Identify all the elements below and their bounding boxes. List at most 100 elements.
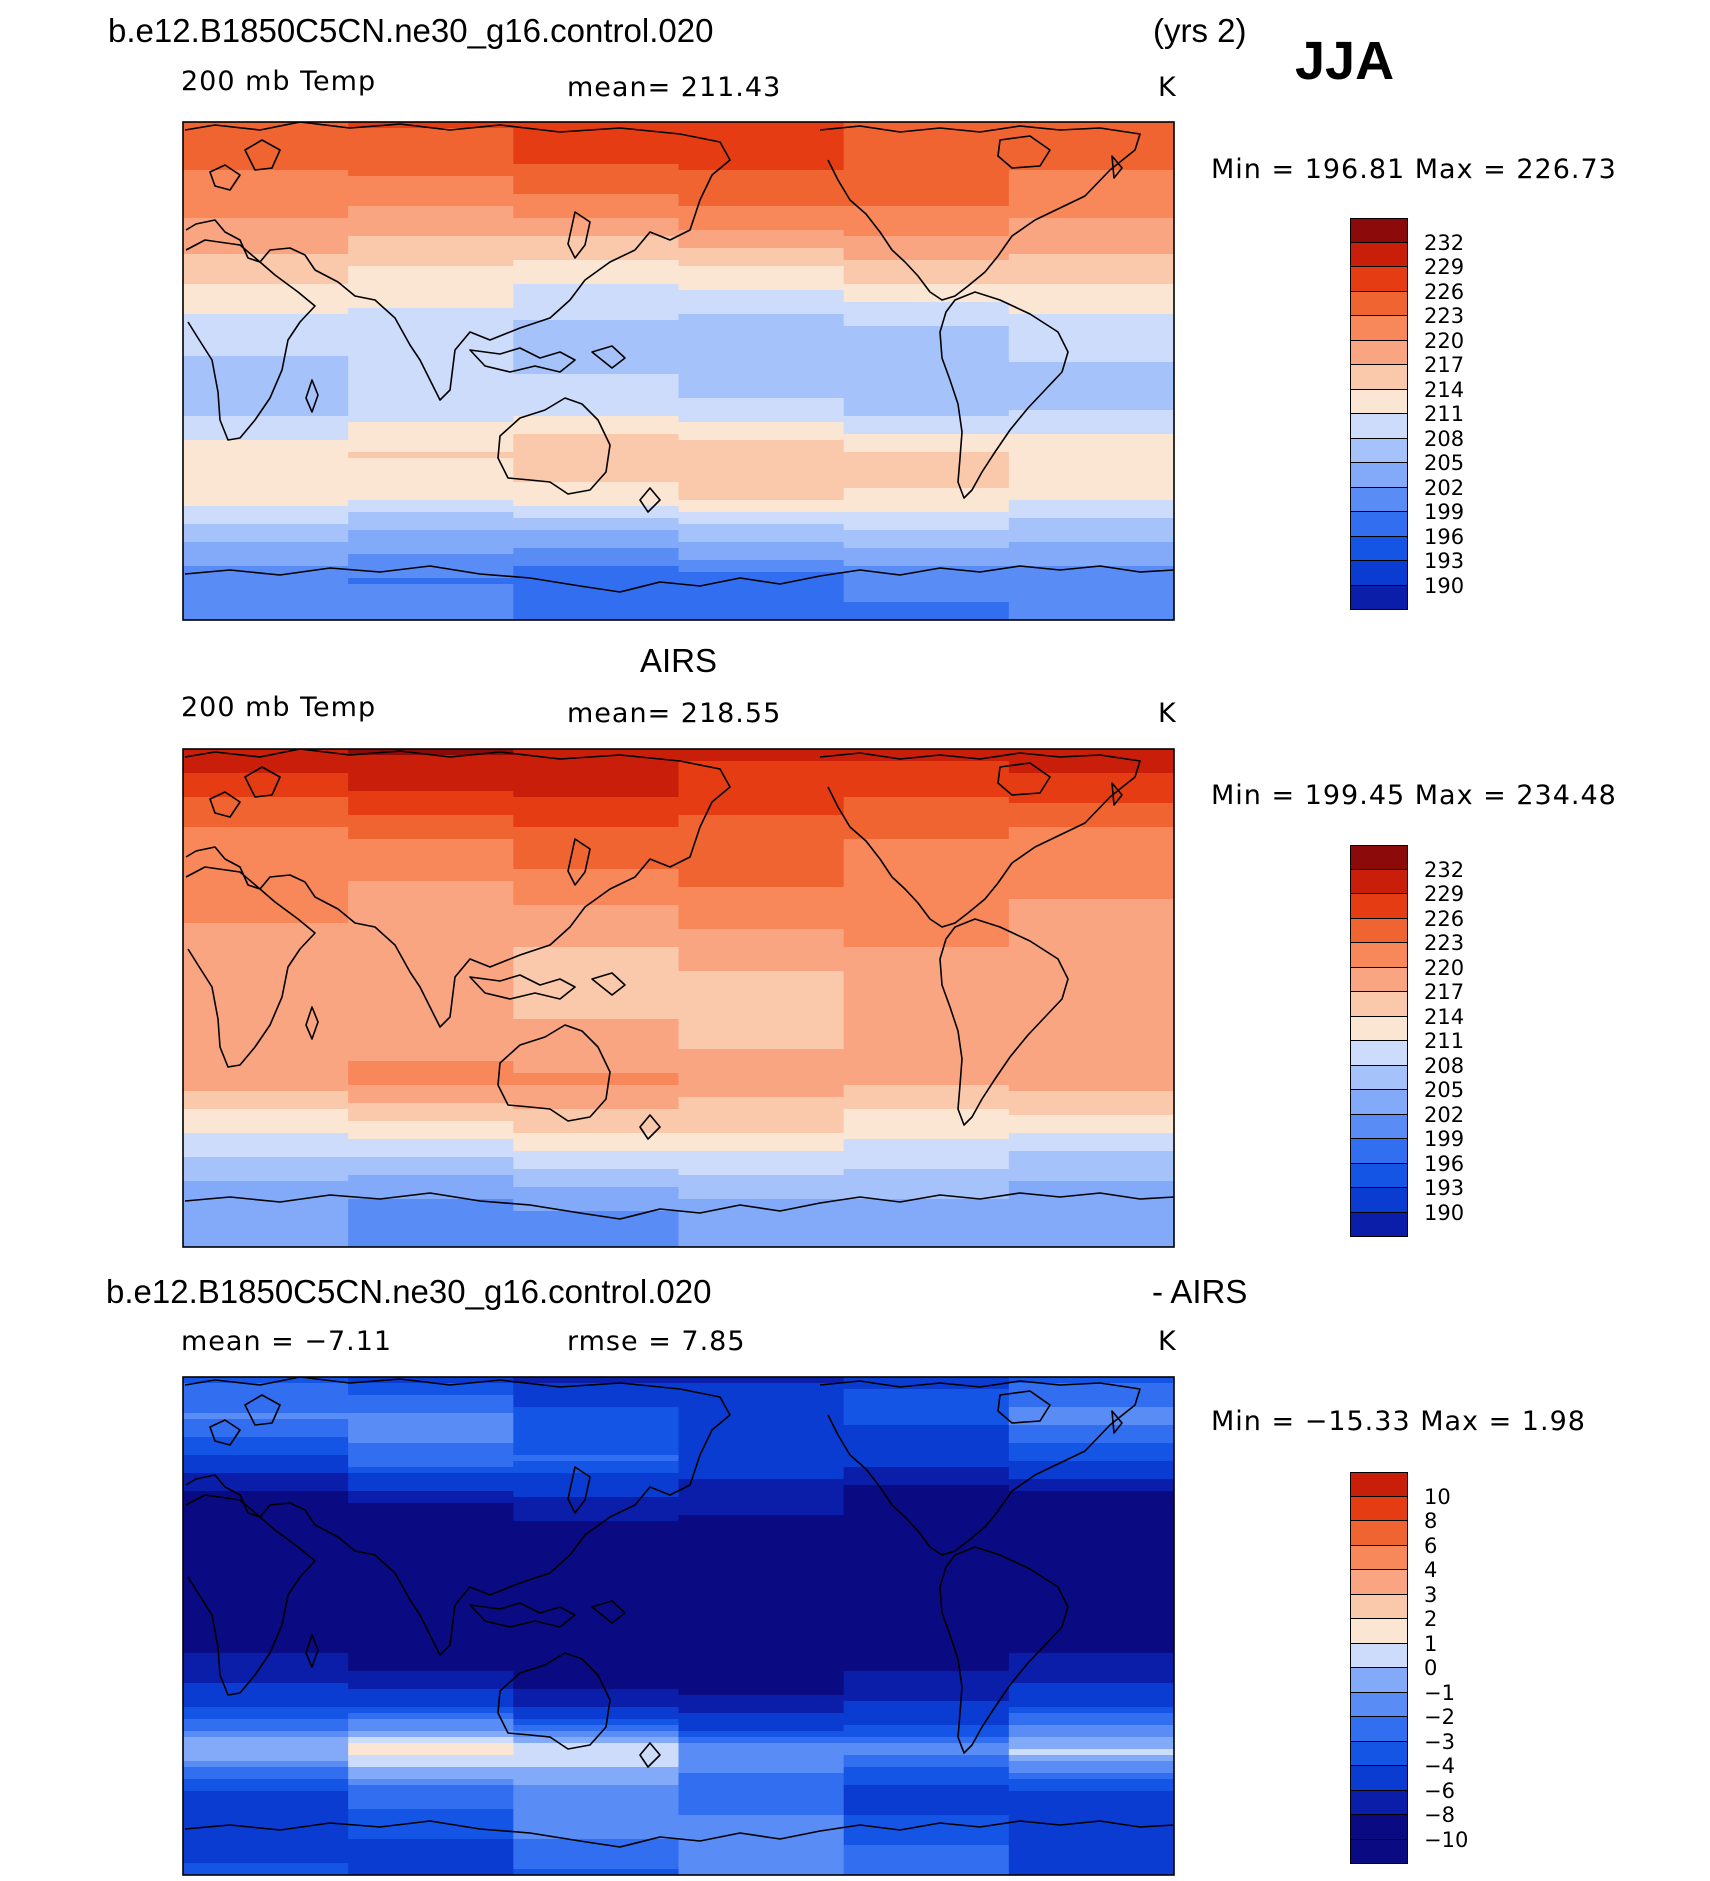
field-cell — [513, 362, 680, 369]
field-cell — [513, 296, 680, 303]
field-cell — [678, 1683, 845, 1690]
field-cell — [1008, 1091, 1174, 1098]
field-cell — [348, 302, 515, 309]
field-cell — [513, 1809, 680, 1816]
colorbar-swatch — [1350, 291, 1408, 316]
field-cell — [678, 1647, 845, 1654]
field-cell — [183, 590, 350, 597]
field-cell — [1008, 1389, 1174, 1396]
field-cell — [1008, 1163, 1174, 1170]
field-cell — [1008, 1695, 1174, 1702]
field-cell — [1008, 1509, 1174, 1516]
field-cell — [183, 1827, 350, 1834]
field-cell — [843, 1169, 1010, 1176]
field-cell — [183, 1235, 350, 1242]
field-cell — [348, 482, 515, 489]
colorbar-swatch — [1350, 267, 1408, 292]
field-cell — [1008, 1055, 1174, 1062]
field-cell — [513, 1383, 680, 1390]
field-cell — [348, 1629, 515, 1636]
field-cell — [843, 1151, 1010, 1158]
field-cell — [678, 1103, 845, 1110]
field-cell — [513, 1229, 680, 1236]
field-cell — [843, 833, 1010, 840]
field-cell — [513, 1443, 680, 1450]
field-cell — [513, 1419, 680, 1426]
field-cell — [183, 278, 350, 285]
field-cell — [183, 1133, 350, 1140]
field-cell — [183, 1229, 350, 1236]
field-cell — [678, 170, 845, 177]
field-cell — [843, 452, 1010, 459]
field-cell — [348, 785, 515, 792]
field-cell — [183, 398, 350, 405]
field-cell — [513, 1587, 680, 1594]
field-cell — [183, 1857, 350, 1864]
field-cell — [843, 947, 1010, 954]
field-cell — [348, 1599, 515, 1606]
field-cell — [348, 917, 515, 924]
field-cell — [183, 749, 350, 756]
field-cell — [678, 1419, 845, 1426]
field-cell — [678, 1749, 845, 1756]
field-cell — [513, 1677, 680, 1684]
field-cell — [843, 1677, 1010, 1684]
field-cell — [183, 206, 350, 213]
field-cell — [348, 911, 515, 918]
field-cell — [348, 1235, 515, 1242]
field-cell — [1008, 458, 1174, 465]
field-cell — [678, 554, 845, 561]
field-cell — [843, 332, 1010, 339]
field-cell — [183, 386, 350, 393]
field-cell — [183, 1211, 350, 1218]
field-cell — [183, 989, 350, 996]
field-cell — [183, 440, 350, 447]
field-cell — [843, 1503, 1010, 1510]
field-cell — [183, 170, 350, 177]
field-cell — [678, 935, 845, 942]
field-cell — [1008, 308, 1174, 315]
field-cell — [513, 134, 680, 141]
field-cell — [843, 1073, 1010, 1080]
field-cell — [678, 785, 845, 792]
field-cell — [678, 1509, 845, 1516]
field-cell — [1008, 779, 1174, 786]
field-cell — [843, 554, 1010, 561]
field-cell — [843, 881, 1010, 888]
field-cell — [1008, 1605, 1174, 1612]
field-cell — [678, 200, 845, 207]
field-cell — [843, 1833, 1010, 1840]
field-cell — [513, 596, 680, 603]
colorbar-swatch — [1350, 894, 1408, 919]
field-cell — [1008, 1079, 1174, 1086]
field-cell — [843, 1419, 1010, 1426]
field-cell — [348, 821, 515, 828]
field-cell — [183, 326, 350, 333]
field-cell — [1008, 398, 1174, 405]
field-cell — [183, 320, 350, 327]
colorbar-label: 217 — [1424, 353, 1465, 377]
field-cell — [843, 602, 1010, 609]
field-cell — [1008, 134, 1174, 141]
field-cell — [348, 188, 515, 195]
field-cell — [678, 1569, 845, 1576]
field-cell — [843, 995, 1010, 1002]
field-cell — [513, 1725, 680, 1732]
field-cell — [843, 857, 1010, 864]
field-cell — [183, 1641, 350, 1648]
field-cell — [678, 929, 845, 936]
field-cell — [678, 1563, 845, 1570]
field-cell — [678, 584, 845, 591]
field-cell — [183, 821, 350, 828]
field-cell — [678, 965, 845, 972]
field-cell — [843, 1175, 1010, 1182]
field-cell — [183, 578, 350, 585]
field-cell — [348, 1001, 515, 1008]
field-cell — [1008, 917, 1174, 924]
field-cell — [678, 140, 845, 147]
field-cell — [843, 416, 1010, 423]
field-cell — [843, 1067, 1010, 1074]
field-cell — [348, 446, 515, 453]
field-cell — [678, 224, 845, 231]
field-cell — [1008, 290, 1174, 297]
